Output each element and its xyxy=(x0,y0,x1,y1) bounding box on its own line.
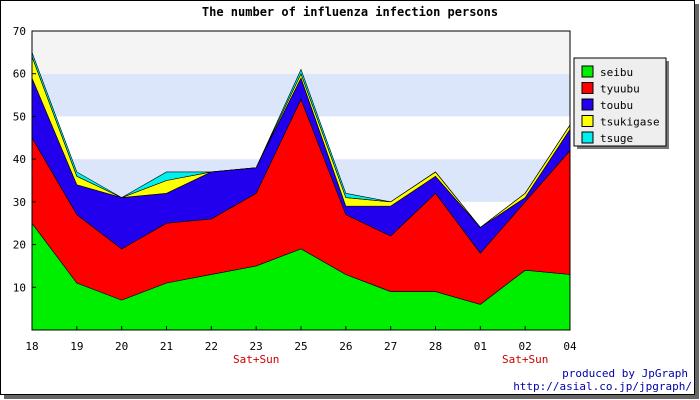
chart-title: The number of influenza infection person… xyxy=(202,5,498,19)
legend-label-tsukigase: tsukigase xyxy=(600,116,660,129)
x-tick-label: 27 xyxy=(384,340,397,353)
x-tick-label: 26 xyxy=(339,340,352,353)
y-tick-label: 40 xyxy=(13,153,26,166)
legend-swatch-toubu xyxy=(581,98,594,111)
x-tick-label: 02 xyxy=(519,340,532,353)
x-tick-label: 28 xyxy=(429,340,442,353)
legend-swatch-seibu xyxy=(581,65,594,78)
y-tick-label: 60 xyxy=(13,68,26,81)
x-tick-label: 23 xyxy=(250,340,263,353)
x-tick-note: Sat+Sun xyxy=(233,353,279,366)
legend-label-seibu: seibu xyxy=(600,66,633,79)
legend: seibu tyuubu toubu tsukigase tsuge xyxy=(573,57,669,149)
legend-label-tsuge: tsuge xyxy=(600,132,633,145)
x-tick-label: 21 xyxy=(160,340,173,353)
y-tick-label: 20 xyxy=(13,239,26,252)
legend-swatch-tsuge xyxy=(581,131,594,144)
credit-line-2: http://asial.co.jp/jpgraph/ xyxy=(513,380,692,393)
x-tick-label: 22 xyxy=(205,340,218,353)
x-tick-label: 25 xyxy=(294,340,307,353)
x-tick-label: 01 xyxy=(474,340,487,353)
legend-swatch-tyuubu xyxy=(581,82,594,94)
x-tick-note: Sat+Sun xyxy=(502,353,548,366)
x-tick-label: 04 xyxy=(563,340,577,353)
x-tick-label: 18 xyxy=(25,340,38,353)
x-tick-label: 19 xyxy=(70,340,83,353)
legend-swatch-tsukigase xyxy=(581,115,594,127)
y-tick-label: 10 xyxy=(13,281,26,294)
legend-label-toubu: toubu xyxy=(600,99,633,112)
series-area-tsuge xyxy=(31,52,571,228)
credit-line-1: produced by JpGraph xyxy=(562,367,688,380)
y-tick-label: 30 xyxy=(13,196,26,209)
y-tick-label: 50 xyxy=(13,110,26,123)
legend-label-tyuubu: tyuubu xyxy=(600,83,640,96)
y-tick-label: 70 xyxy=(13,25,26,38)
grid-band xyxy=(32,31,570,74)
x-tick-label: 20 xyxy=(115,340,128,353)
